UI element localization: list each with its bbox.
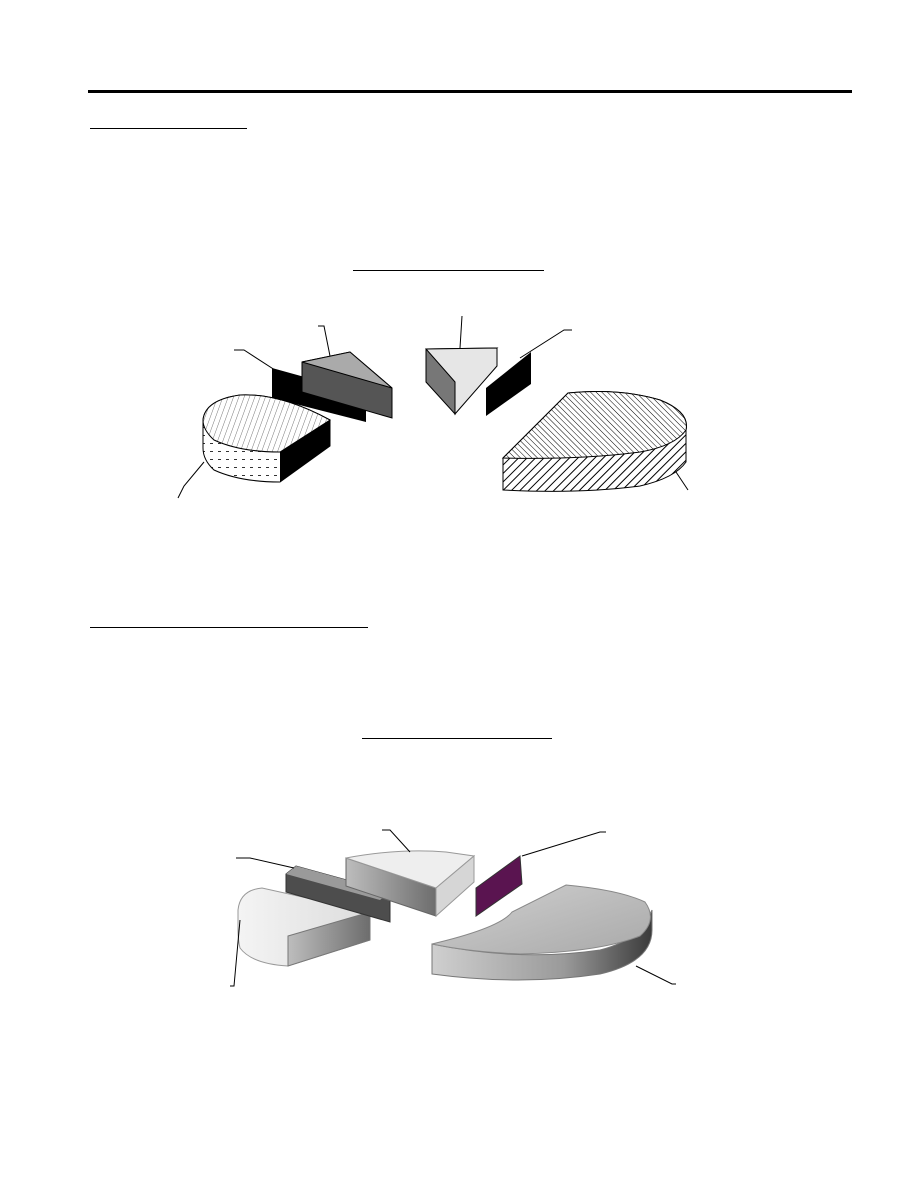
header-rule <box>88 90 852 93</box>
pie1-slice-6 <box>486 352 531 416</box>
pie1-slice-4 <box>301 351 393 419</box>
pie2-leader-2 <box>230 919 241 987</box>
pie2-leader-1 <box>635 965 676 985</box>
pie1-slice-2 <box>202 394 331 483</box>
pie-chart-2 <box>230 829 676 987</box>
pie1-leader-1 <box>675 471 689 491</box>
pie1-leader-3 <box>234 349 279 373</box>
pie2-slice-4 <box>345 850 476 918</box>
pie1-slice-1 <box>501 391 687 492</box>
pie2-slice-2 <box>237 887 371 967</box>
pie2-slice-1 <box>431 884 653 981</box>
pie1-leader-2 <box>177 461 205 499</box>
chart2-title-underline <box>362 738 552 739</box>
pie2-leader-5 <box>521 831 606 857</box>
section2-heading-underline <box>90 627 368 628</box>
pie2-leader-4 <box>382 829 411 853</box>
pie2-slice-5 <box>475 855 523 917</box>
pie1-leader-6 <box>519 329 572 359</box>
section1-heading-underline <box>90 128 247 129</box>
chart1-title-underline <box>353 270 544 271</box>
pie2-leader-3 <box>236 857 295 869</box>
pie-chart-1 <box>177 315 689 499</box>
pie1-leader-4 <box>318 325 331 357</box>
pie1-leader-5 <box>459 315 463 349</box>
pie1-slice-5 <box>424 347 499 416</box>
